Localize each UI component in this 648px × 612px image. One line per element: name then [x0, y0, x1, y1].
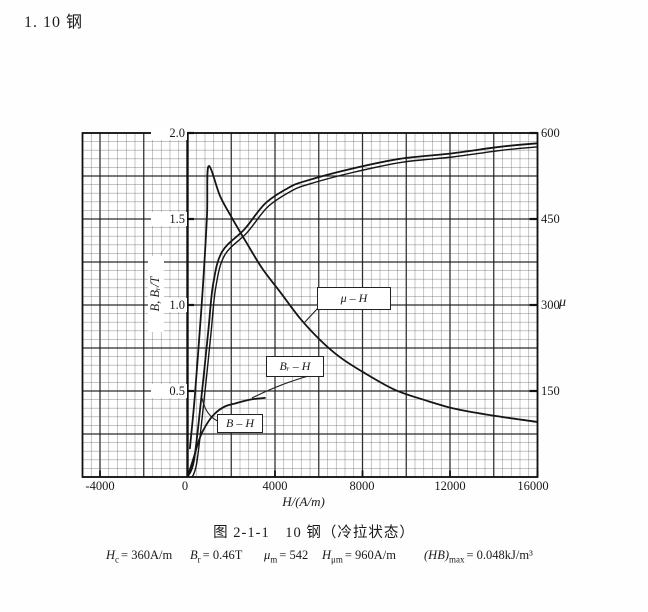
- param-hc: Hc = 360A/m: [106, 548, 173, 565]
- y-right-tick-label: 300: [541, 298, 560, 312]
- page-title: 1. 10 钢: [24, 14, 84, 31]
- x-axis-title: H/(A/m): [282, 494, 325, 509]
- curve-label-br-h: Bᵣ – H: [266, 356, 324, 377]
- x-tick-label: 4000: [262, 479, 288, 493]
- curve-label-b-h: B – H: [217, 414, 263, 433]
- y-right-tick-label: 450: [541, 212, 560, 226]
- y-left-tick-label: 2.0: [151, 126, 187, 140]
- x-tick-label: 12000: [434, 479, 466, 493]
- y-left-tick-label: 0.5: [151, 384, 187, 398]
- y-right-tick-label: 150: [541, 384, 560, 398]
- x-tick-label: 8000: [349, 479, 375, 493]
- x-tick-label: -4000: [85, 479, 115, 493]
- param-h-mu-m: Hμm = 960A/m: [322, 548, 397, 565]
- param-br: Br = 0.46T: [190, 548, 243, 565]
- y-left-axis-title: B, Bᵣ/T: [148, 256, 164, 332]
- curve-label-mu-h: μ – H: [317, 287, 391, 310]
- figure-caption: 图 2-1-1 10 钢（冷拉状态）: [213, 525, 415, 541]
- y-left-tick-label: 1.5: [151, 212, 187, 226]
- y-right-axis-title: μ: [559, 295, 567, 310]
- parameter-line: Hc = 360A/m Br = 0.46T μm = 542 Hμm = 960A/m…: [0, 548, 648, 570]
- x-tick-label: 16000: [517, 479, 549, 493]
- x-tick-label: 0: [181, 479, 189, 493]
- param-mu-m: μm = 542: [264, 548, 309, 565]
- param-hb-max: (HB)max = 0.048kJ/m³: [424, 548, 533, 565]
- y-right-tick-label: 600: [541, 126, 560, 140]
